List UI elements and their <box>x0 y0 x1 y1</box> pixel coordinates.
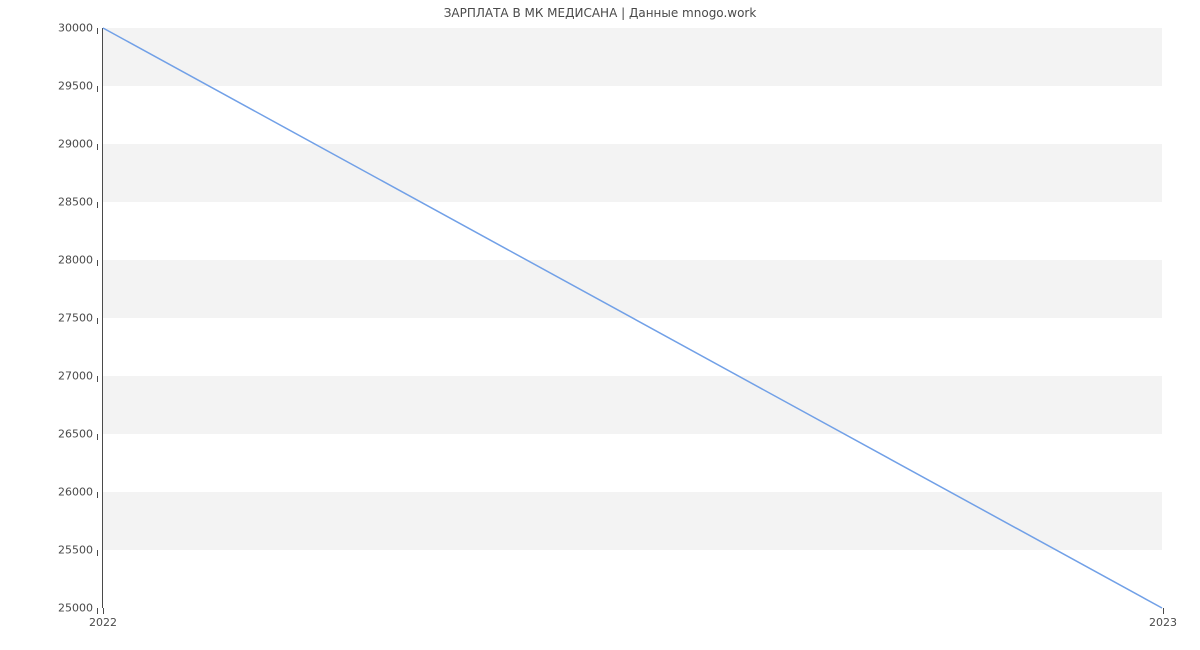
y-tick-mark <box>97 550 98 556</box>
y-tick-label: 25500 <box>58 544 93 557</box>
y-tick-label: 26500 <box>58 428 93 441</box>
x-tick-mark <box>1163 608 1164 614</box>
y-tick-mark <box>97 260 98 266</box>
y-tick-label: 28000 <box>58 254 93 267</box>
y-tick-label: 25000 <box>58 602 93 615</box>
y-tick-label: 28500 <box>58 196 93 209</box>
x-tick-mark <box>103 608 104 614</box>
y-tick-label: 29500 <box>58 80 93 93</box>
x-tick-label: 2023 <box>1149 616 1177 629</box>
y-tick-mark <box>97 376 98 382</box>
y-tick-mark <box>97 28 98 34</box>
y-tick-label: 26000 <box>58 486 93 499</box>
series-line-salary <box>103 28 1162 608</box>
y-tick-mark <box>97 434 98 440</box>
y-tick-mark <box>97 608 98 614</box>
line-series-layer <box>103 28 1162 608</box>
y-tick-mark <box>97 202 98 208</box>
y-tick-label: 27500 <box>58 312 93 325</box>
salary-line-chart: ЗАРПЛАТА В МК МЕДИСАНА | Данные mnogo.wo… <box>0 0 1200 650</box>
x-tick-label: 2022 <box>89 616 117 629</box>
y-tick-label: 29000 <box>58 138 93 151</box>
y-tick-mark <box>97 86 98 92</box>
y-tick-mark <box>97 492 98 498</box>
chart-title: ЗАРПЛАТА В МК МЕДИСАНА | Данные mnogo.wo… <box>0 6 1200 20</box>
plot-area: 2500025500260002650027000275002800028500… <box>102 28 1162 608</box>
y-tick-label: 30000 <box>58 22 93 35</box>
y-tick-label: 27000 <box>58 370 93 383</box>
y-tick-mark <box>97 318 98 324</box>
y-tick-mark <box>97 144 98 150</box>
